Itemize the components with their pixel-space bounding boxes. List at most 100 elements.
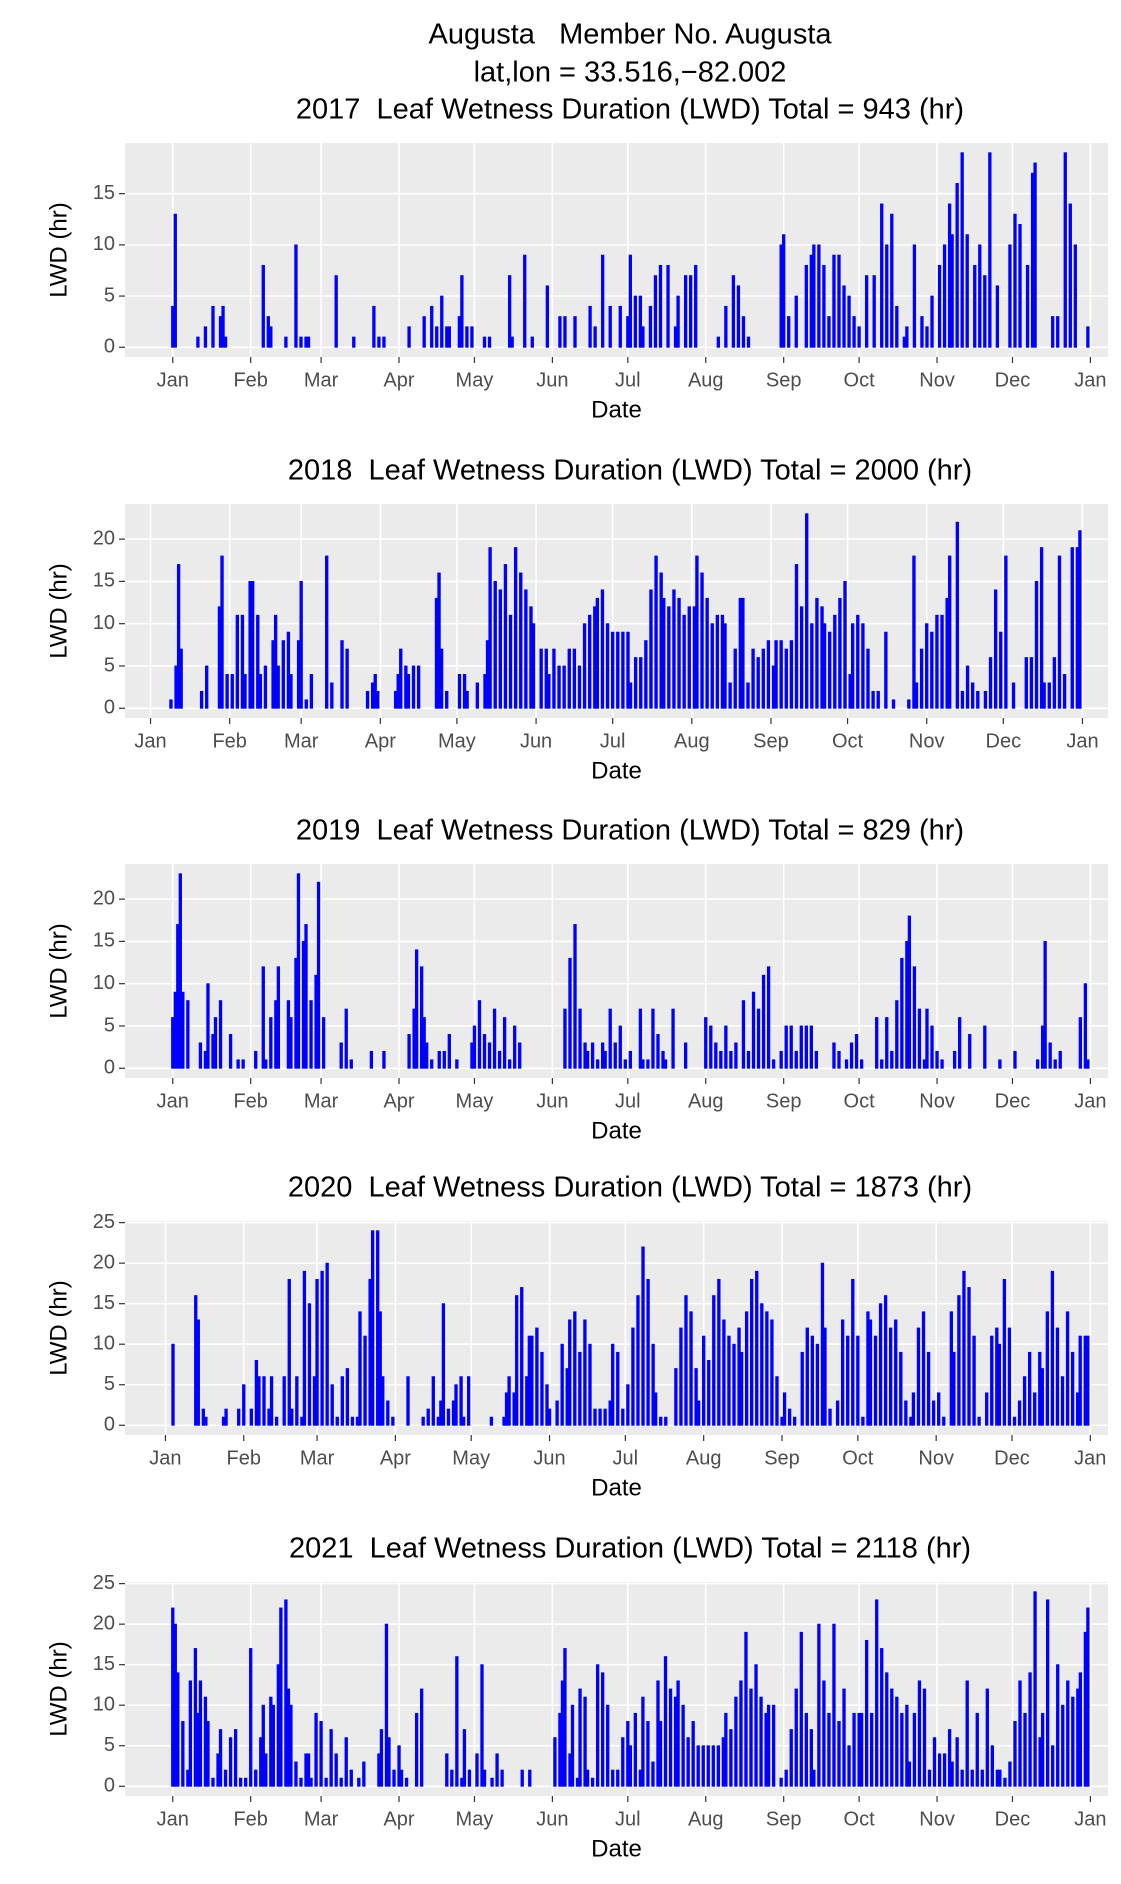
bar [843, 580, 847, 709]
bar [1007, 1327, 1012, 1426]
bar [340, 1376, 344, 1426]
bar [1013, 1050, 1017, 1069]
bar [750, 1278, 754, 1426]
bar [684, 1295, 688, 1426]
bar [1040, 1712, 1045, 1787]
bar [1023, 1712, 1027, 1787]
y-tick-label: 20 [93, 887, 115, 909]
bar [1055, 1327, 1060, 1426]
panel-title: 2021 Leaf Wetness Duration (LWD) Total =… [289, 1533, 971, 1565]
bar [503, 564, 508, 709]
bar [983, 1025, 987, 1069]
bar [376, 690, 380, 709]
bar [608, 1008, 612, 1069]
bar [628, 1745, 632, 1787]
bar [907, 915, 912, 1069]
bar [641, 1059, 645, 1069]
bar [889, 1327, 893, 1426]
bar [621, 1408, 625, 1426]
bar [732, 1343, 736, 1426]
bar [857, 326, 861, 348]
bar [406, 674, 411, 709]
bar [995, 285, 1000, 348]
bar [736, 285, 741, 348]
bar [912, 555, 916, 709]
x-tick-label: Jul [615, 369, 641, 391]
x-tick-label: Sep [753, 730, 789, 752]
bar [671, 1008, 675, 1069]
bar [899, 1351, 903, 1426]
bar [238, 1777, 243, 1787]
bar [714, 1042, 718, 1069]
bar [568, 1319, 572, 1426]
bar [812, 1769, 816, 1787]
bar [814, 1050, 819, 1069]
bar [475, 682, 480, 709]
bar [724, 305, 728, 348]
bar [633, 657, 638, 709]
bar [681, 1704, 685, 1787]
bar [648, 305, 653, 348]
bar [1078, 1017, 1083, 1069]
bar [386, 1400, 390, 1426]
bar [779, 640, 783, 709]
bar [1033, 1392, 1037, 1426]
x-tick-label: Nov [919, 369, 955, 391]
x-tick-label: Dec [995, 1090, 1031, 1112]
bar [344, 1737, 348, 1787]
panel-title: 2018 Leaf Wetness Duration (LWD) Total =… [288, 455, 972, 487]
bar [446, 1408, 451, 1426]
bar [178, 873, 182, 1069]
bar [784, 1025, 788, 1069]
bar [1086, 326, 1090, 348]
bar [852, 316, 856, 348]
x-tick-label: Dec [995, 1808, 1031, 1830]
bar [702, 1335, 706, 1426]
bar [188, 1680, 193, 1787]
bar [462, 1729, 467, 1787]
bar [507, 1376, 511, 1426]
bar [345, 648, 349, 709]
bar [513, 1025, 517, 1069]
x-tick-label: Jan [157, 1808, 189, 1830]
bar [1083, 983, 1088, 1069]
bar [370, 1230, 375, 1426]
bar [583, 1696, 587, 1787]
bar [606, 1704, 610, 1787]
bar [573, 316, 577, 348]
bar [837, 1050, 841, 1069]
bar [218, 1000, 223, 1069]
bar [626, 631, 630, 709]
bar [947, 1729, 952, 1787]
bar [694, 264, 698, 348]
bar [822, 1680, 826, 1787]
x-tick-label: Nov [918, 1447, 954, 1469]
bar [437, 572, 441, 709]
bar [712, 1295, 716, 1426]
bar [833, 614, 837, 709]
bar [861, 1416, 865, 1426]
bar [835, 1400, 840, 1426]
bar [641, 1696, 645, 1787]
bar [595, 1664, 600, 1787]
bar [832, 1042, 836, 1069]
bar [875, 1017, 879, 1069]
bar [399, 648, 403, 709]
bar [755, 1270, 759, 1426]
bar [264, 1059, 268, 1069]
bar [967, 1287, 971, 1426]
bar [563, 1008, 567, 1069]
bar [282, 1376, 286, 1426]
bar [988, 657, 993, 709]
bar [289, 1017, 293, 1069]
bar [1027, 1351, 1032, 1426]
bar [206, 983, 210, 1069]
x-tick-label: Apr [383, 1808, 414, 1830]
bar [221, 305, 225, 348]
bar [547, 674, 551, 709]
y-tick-label: 15 [93, 930, 115, 952]
bar [289, 1704, 293, 1787]
bar [815, 1343, 820, 1426]
bar [573, 924, 577, 1069]
bar [746, 336, 751, 348]
